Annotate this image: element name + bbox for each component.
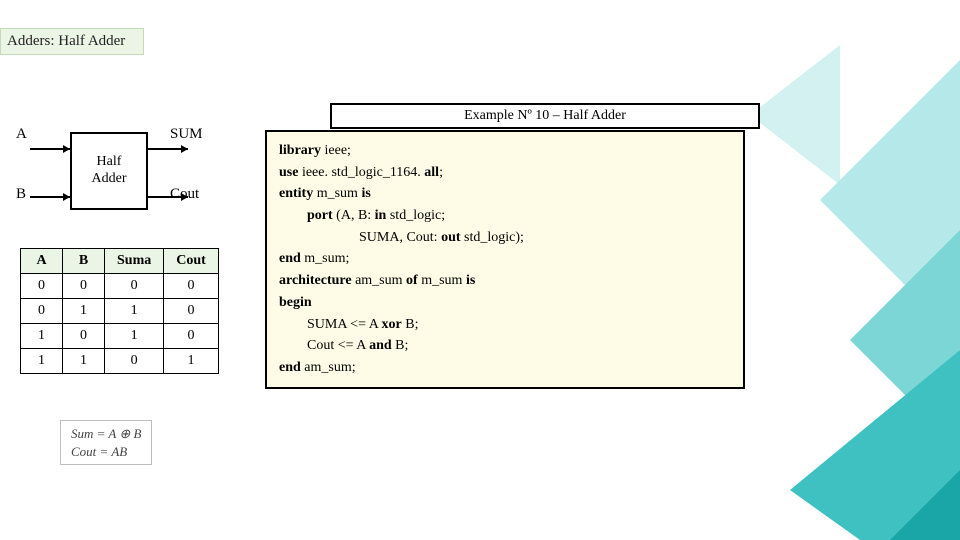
col-b: B [63,249,105,274]
table-cell: 1 [164,349,219,374]
col-suma: Suma [105,249,164,274]
table-cell: 1 [63,299,105,324]
table-cell: 0 [21,299,63,324]
truth-table: A B Suma Cout 0000011010101101 [20,248,219,374]
col-cout: Cout [164,249,219,274]
table-cell: 0 [105,274,164,299]
block-label: HalfAdder [92,154,127,188]
table-cell: 0 [21,274,63,299]
table-cell: 1 [63,349,105,374]
table-row: 1101 [21,349,219,374]
table-cell: 0 [63,324,105,349]
table-cell: 1 [21,349,63,374]
formula-cout: Cout = AB [71,443,141,461]
port-a-label: A [16,126,27,143]
table-cell: 1 [21,324,63,349]
example-title: Example Nº 10 – Half Adder [330,103,760,129]
table-cell: 1 [105,324,164,349]
kw-begin: begin [279,295,312,310]
port-sum-label: SUM [170,126,203,143]
table-header-row: A B Suma Cout [21,249,219,274]
half-adder-block: HalfAdder [70,132,148,210]
table-row: 0110 [21,299,219,324]
kw-entity: entity [279,186,313,201]
kw-architecture: architecture [279,273,352,288]
half-adder-diagram: A B SUM Cout HalfAdder [10,120,210,230]
table-cell: 0 [164,299,219,324]
vhdl-code: library ieee; use ieee. std_logic_1164. … [265,130,745,389]
kw-end: end [279,251,301,266]
table-row: 0000 [21,274,219,299]
kw-use: use [279,165,298,180]
col-a: A [21,249,63,274]
formulas-box: Sum = A ⊕ B Cout = AB [60,420,152,465]
formula-sum: Sum = A ⊕ B [71,425,141,443]
port-b-label: B [16,186,26,203]
table-row: 1010 [21,324,219,349]
page-title: Adders: Half Adder [0,28,144,55]
table-cell: 1 [105,299,164,324]
kw-port: port [307,208,333,223]
table-cell: 0 [164,274,219,299]
table-cell: 0 [105,349,164,374]
table-cell: 0 [63,274,105,299]
table-cell: 0 [164,324,219,349]
kw-library: library [279,143,321,158]
